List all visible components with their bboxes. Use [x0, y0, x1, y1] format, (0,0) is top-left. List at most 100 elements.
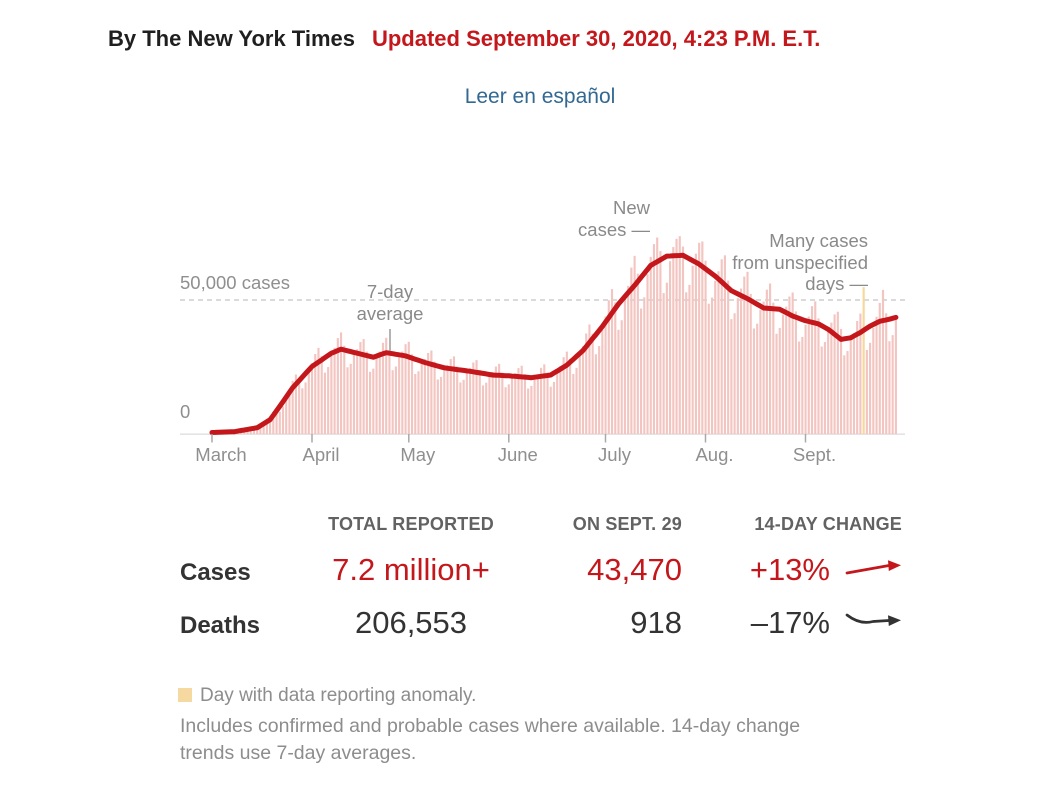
daily-cases-bar	[269, 417, 272, 434]
daily-cases-bar	[294, 374, 297, 434]
daily-cases-bar	[288, 390, 291, 434]
daily-cases-bar	[346, 367, 349, 434]
daily-cases-bar	[894, 317, 897, 434]
daily-cases-bar	[327, 367, 330, 434]
daily-cases-bar	[520, 365, 523, 434]
daily-cases-bar	[685, 292, 688, 434]
daily-cases-bar	[475, 360, 478, 434]
daily-cases-bar	[310, 363, 314, 434]
daily-cases-bar	[452, 356, 456, 434]
daily-cases-bar	[736, 298, 739, 434]
daily-cases-bar	[349, 363, 352, 434]
daily-cases-bar	[498, 363, 501, 434]
daily-cases-bar	[881, 289, 885, 434]
daily-cases-bar	[823, 342, 826, 434]
daily-cases-bar	[436, 379, 439, 434]
daily-cases-bar	[820, 346, 823, 434]
daily-cases-bar	[291, 380, 294, 434]
daily-cases-bar	[598, 346, 601, 434]
daily-cases-bar	[633, 255, 636, 434]
daily-cases-bar	[672, 247, 675, 434]
stats-table: TOTAL REPORTED ON SEPT. 29 14-DAY CHANGE…	[180, 514, 902, 641]
daily-cases-bar	[394, 366, 397, 434]
month-label: June	[498, 444, 538, 465]
daily-cases-bar	[630, 267, 633, 434]
daily-cases-bar	[414, 373, 417, 434]
daily-cases-bar	[336, 338, 339, 434]
updated-timestamp: Updated September 30, 2020, 4:23 P.M. E.…	[371, 26, 821, 51]
daily-cases-bar	[536, 373, 539, 434]
daily-cases-bar	[759, 309, 762, 434]
daily-cases-bar	[317, 347, 320, 434]
daily-cases-bar	[314, 354, 317, 434]
annotation-line: average	[356, 302, 424, 324]
byline: By The New York Times	[108, 26, 355, 51]
daily-cases-bar	[769, 283, 772, 434]
daily-cases-bar	[765, 289, 768, 434]
daily-cases-bar	[701, 241, 704, 434]
daily-cases-bar	[539, 367, 543, 434]
daily-cases-bar	[720, 259, 723, 434]
daily-cases-bar	[681, 246, 685, 434]
daily-cases-bar	[656, 237, 659, 434]
daily-cases-bar	[581, 346, 585, 434]
daily-cases-bar	[262, 423, 265, 434]
daily-cases-bar	[878, 302, 881, 434]
daily-cases-bar	[427, 352, 430, 434]
daily-cases-bar	[727, 280, 730, 434]
daily-cases-bar	[856, 321, 859, 434]
daily-cases-bar	[281, 406, 285, 434]
leer-en-espanol-link[interactable]: Leer en español	[464, 85, 616, 108]
daily-cases-bar	[743, 276, 746, 434]
daily-cases-bar	[430, 350, 433, 434]
month-label: April	[302, 444, 339, 465]
daily-cases-bar	[807, 316, 810, 434]
daily-cases-bar	[588, 324, 591, 434]
daily-cases-bar	[407, 341, 410, 434]
daily-cases-bar	[398, 357, 401, 434]
daily-cases-bar	[775, 333, 778, 434]
daily-cases-bar	[620, 320, 623, 434]
daily-cases-bar	[610, 289, 614, 434]
daily-cases-bar	[733, 313, 736, 434]
daily-cases-bar	[801, 336, 804, 434]
daily-cases-bar	[875, 316, 878, 434]
daily-cases-bar	[865, 350, 868, 434]
daily-cases-bar	[639, 308, 643, 434]
daily-cases-bar	[891, 335, 894, 434]
daily-cases-bar	[433, 361, 436, 434]
daily-cases-bar	[478, 369, 481, 434]
daily-cases-bar	[652, 244, 656, 434]
daily-cases-bar	[839, 328, 843, 434]
daily-cases-bar	[523, 374, 526, 434]
daily-cases-bar	[307, 371, 310, 434]
daily-cases-bar	[804, 324, 807, 434]
daily-cases-bar	[343, 345, 346, 434]
daily-cases-bar	[585, 333, 588, 434]
annotation-line: New	[612, 197, 650, 218]
daily-cases-bar	[472, 362, 475, 434]
daily-cases-bar	[401, 351, 404, 434]
annotation-line: cases —	[578, 218, 650, 240]
daily-cases-bar	[833, 314, 836, 434]
daily-cases-bar	[301, 388, 304, 434]
daily-cases-bar	[385, 337, 388, 434]
daily-cases-bar	[285, 398, 288, 434]
daily-cases-bar	[623, 300, 626, 434]
daily-cases-bar	[594, 354, 597, 434]
daily-cases-bar	[646, 274, 649, 434]
daily-cases-bar	[562, 357, 565, 434]
daily-cases-bar	[617, 329, 620, 434]
daily-cases-bar	[772, 302, 775, 434]
daily-cases-bar	[459, 382, 462, 434]
anomaly-day-bar	[862, 285, 865, 434]
daily-cases-bar	[678, 236, 681, 434]
daily-cases-bar	[739, 288, 743, 434]
daily-cases-bar	[830, 322, 833, 434]
daily-cases-bar	[378, 351, 381, 434]
daily-cases-bar	[359, 342, 362, 434]
daily-cases-bar	[752, 328, 756, 434]
daily-cases-bar	[665, 282, 668, 434]
annotation-new-cases: New cases —	[578, 197, 650, 240]
